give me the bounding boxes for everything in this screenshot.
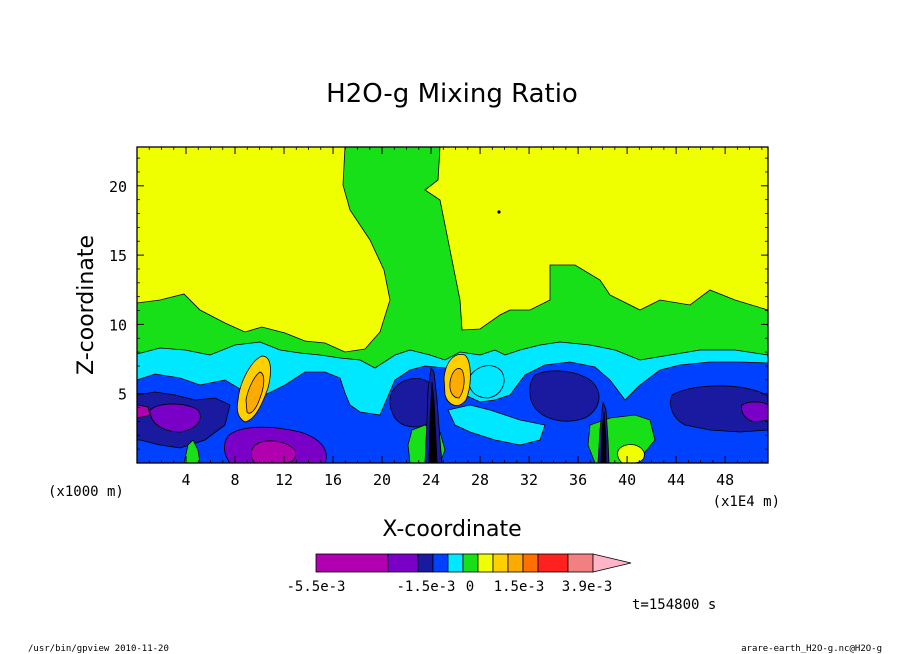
colorbar-segment xyxy=(462,553,479,573)
contour-purple-farright xyxy=(741,401,768,423)
colorbar-segment xyxy=(537,553,569,573)
chart-title: H2O-g Mixing Ratio xyxy=(326,79,578,109)
contour-blob-x4 xyxy=(183,439,201,463)
time-label: t=154800 s xyxy=(632,597,716,613)
x-axis: 4 8 12 16 20 24 28 32 36 40 44 48 xyxy=(148,147,763,489)
colorbar-segment xyxy=(315,553,389,573)
colorbar-tick-label: 3.9e-3 xyxy=(562,579,613,595)
contour-cell-right-orange xyxy=(449,368,465,399)
y-tick-label: 15 xyxy=(109,247,127,265)
colorbar-segment xyxy=(492,553,509,573)
plot-frame xyxy=(136,146,769,464)
colorbar-segment xyxy=(567,553,594,573)
contour-cyan-pocket-2 xyxy=(447,404,546,446)
colorbar-tick-label: 0 xyxy=(466,579,474,595)
colorbar-segment xyxy=(507,553,524,573)
contour-magenta-left-edge xyxy=(137,404,151,419)
colorbar-segment xyxy=(387,553,419,573)
x-axis-label: X-coordinate xyxy=(382,517,521,542)
colorbar-segment xyxy=(432,553,449,573)
y-tick-label: 10 xyxy=(109,316,127,334)
contour-field xyxy=(137,147,768,463)
x-tick-label: 44 xyxy=(667,471,685,489)
footer-right: arare-earth_H2O-g.nc@H2O-g xyxy=(741,644,882,654)
y-axis-label: Z-coordinate xyxy=(74,235,99,375)
contour-dot xyxy=(497,210,501,214)
x-tick-label: 32 xyxy=(520,471,538,489)
y-tick-label: 5 xyxy=(118,386,127,404)
colorbar-tick-labels: -5.5e-3 -1.5e-3 0 1.5e-3 3.9e-3 xyxy=(286,579,612,595)
contour-purple-left xyxy=(149,403,201,433)
contour-yellow-blob-40 xyxy=(617,444,645,463)
y-tick-label: 20 xyxy=(109,178,127,196)
contour-column-24-core xyxy=(428,381,438,463)
x-tick-label: 48 xyxy=(716,471,734,489)
colorbar-arrow xyxy=(592,553,632,573)
contour-darkblue-farright xyxy=(670,385,768,433)
y-axis: 5 10 15 20 xyxy=(109,157,768,450)
colorbar-tick-label: -1.5e-3 xyxy=(396,579,455,595)
colorbar-segment xyxy=(447,553,464,573)
x-tick-label: 16 xyxy=(324,471,342,489)
x-tick-label: 40 xyxy=(618,471,636,489)
x-tick-label: 28 xyxy=(471,471,489,489)
contour-cyan-pocket xyxy=(468,365,505,399)
colorbar-tick-label: -5.5e-3 xyxy=(286,579,345,595)
contour-column-38-core xyxy=(600,411,607,463)
colorbar xyxy=(315,553,632,573)
contour-cell-left-orange xyxy=(245,371,265,414)
x-tick-label: 4 xyxy=(181,471,190,489)
x-tick-label: 24 xyxy=(422,471,440,489)
x-tick-label: 20 xyxy=(373,471,391,489)
x-tick-label: 12 xyxy=(275,471,293,489)
footer-left: /usr/bin/gpview 2010-11-20 xyxy=(28,644,169,654)
x-tick-label: 36 xyxy=(569,471,587,489)
colorbar-tick-label: 1.5e-3 xyxy=(494,579,545,595)
colorbar-segment xyxy=(477,553,494,573)
x-tick-label: 8 xyxy=(231,471,240,489)
colorbar-segment xyxy=(522,553,539,573)
contour-darkblue-right xyxy=(529,370,600,422)
colorbar-segment xyxy=(417,553,434,573)
x-units-label: (x1E4 m) xyxy=(713,494,780,510)
contour-magenta-lowleft xyxy=(250,440,297,463)
y-units-label: (x1000 m) xyxy=(48,484,124,500)
